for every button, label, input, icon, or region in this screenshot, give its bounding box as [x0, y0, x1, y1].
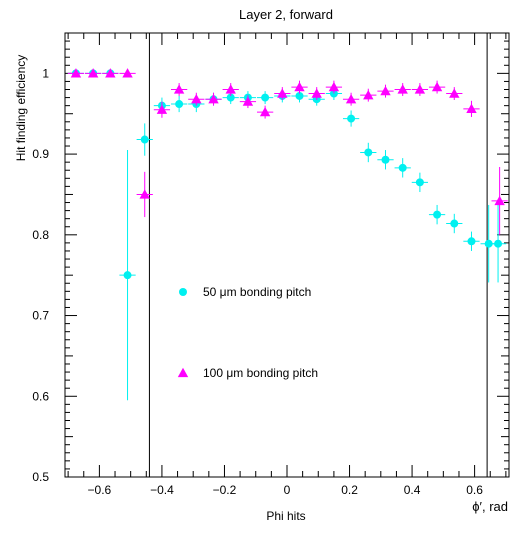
data-point: [494, 239, 503, 248]
legend-circle-marker: [179, 288, 187, 296]
y-tick-label: 0.6: [32, 389, 49, 403]
data-point: [345, 93, 357, 104]
data-point: [381, 155, 390, 164]
data-point: [347, 114, 356, 123]
data-point: [364, 148, 373, 157]
legend: 50 μm bonding pitch 100 μm bonding pitch: [177, 285, 318, 380]
x-tick-label: 0: [284, 483, 291, 497]
data-point: [484, 239, 493, 248]
plot-frame: [64, 32, 510, 478]
x-tick-label: 0.2: [341, 483, 358, 497]
data-point: [173, 84, 185, 94]
y-tick-label: 0.9: [32, 147, 49, 161]
data-point: [225, 84, 236, 94]
y-tick-label: 1: [42, 66, 49, 80]
data-point: [433, 210, 442, 219]
legend-label: 50 μm bonding pitch: [203, 285, 311, 299]
chart-title: Layer 2, forward: [239, 7, 333, 22]
data-point: [294, 81, 305, 92]
x-axis-unit-label: ϕ′, rad: [472, 499, 508, 514]
data-point: [208, 93, 219, 104]
data-point: [397, 84, 408, 94]
data-point: [466, 103, 477, 114]
data-point: [414, 84, 426, 94]
y-axis-ticks: 0.5 0.6 0.7 0.8 0.9 1: [32, 32, 509, 484]
y-axis-label: Hit finding efficiency: [14, 55, 28, 162]
data-series: [67, 68, 508, 401]
data-point: [105, 68, 116, 78]
data-point: [261, 93, 270, 102]
x-tick-label: 0.4: [404, 483, 421, 497]
data-point: [431, 81, 443, 92]
data-point: [175, 100, 184, 109]
data-point: [87, 68, 99, 78]
data-point: [450, 219, 459, 228]
x-tick-label: −0.6: [88, 483, 112, 497]
y-tick-label: 0.7: [32, 309, 49, 323]
data-point: [123, 271, 132, 280]
y-tick-label: 0.8: [32, 228, 49, 242]
data-point: [363, 89, 374, 100]
data-point: [140, 135, 149, 144]
x-tick-label: −0.4: [150, 483, 174, 497]
y-tick-label: 0.5: [32, 470, 49, 484]
series-50um: [67, 69, 507, 401]
x-axis-ticks: −0.6 −0.4 −0.2 0 0.2 0.4 0.6: [67, 33, 507, 497]
data-point: [467, 237, 476, 246]
data-point: [139, 189, 150, 199]
data-point: [380, 85, 391, 96]
data-point: [328, 81, 340, 92]
series-100um: [67, 68, 508, 235]
data-point: [242, 96, 254, 106]
data-point: [398, 163, 407, 172]
data-point: [494, 195, 505, 206]
data-point: [295, 91, 304, 100]
data-point: [226, 93, 235, 102]
x-tick-label: −0.2: [213, 483, 237, 497]
data-point: [449, 88, 460, 98]
x-axis-label: Phi hits: [266, 509, 305, 523]
data-point: [277, 88, 288, 98]
data-point: [415, 178, 424, 187]
legend-label: 100 μm bonding pitch: [203, 366, 318, 380]
data-point: [70, 68, 82, 78]
data-point: [191, 93, 202, 104]
data-point: [311, 88, 322, 98]
x-tick-label: 0.6: [466, 483, 483, 497]
data-point: [122, 68, 133, 78]
boundary-lines: [148, 33, 488, 477]
data-point: [156, 104, 168, 114]
legend-triangle-marker: [177, 367, 189, 378]
data-point: [259, 106, 271, 117]
